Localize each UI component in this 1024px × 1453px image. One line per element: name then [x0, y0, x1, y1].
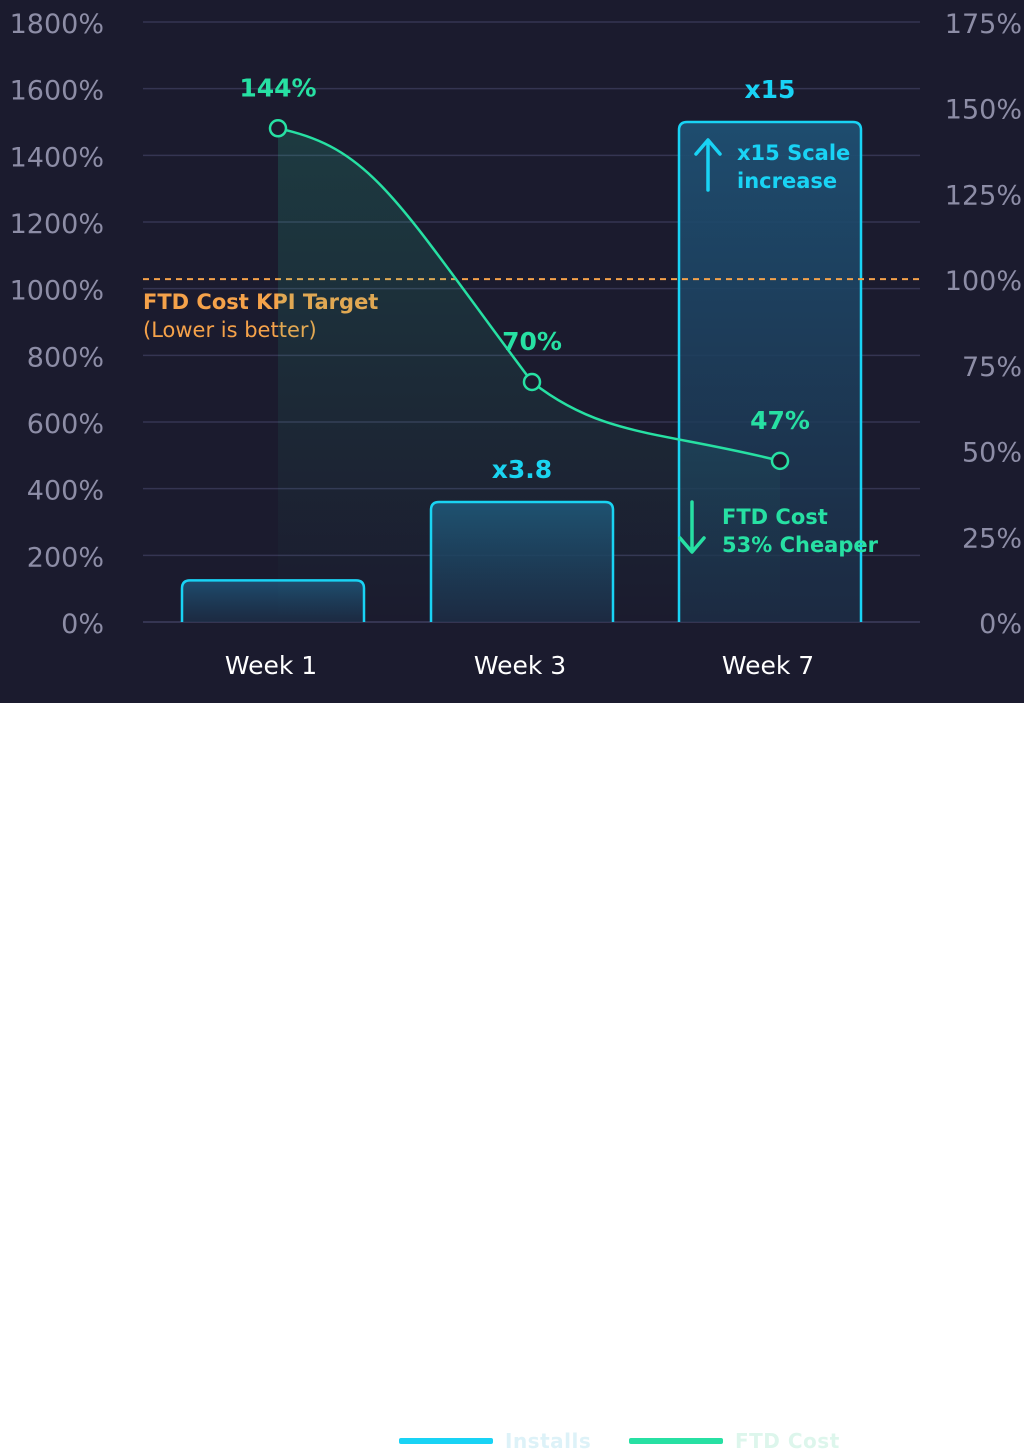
ftd-cost-point — [522, 372, 542, 392]
x-axis-category-label: Week 3 — [474, 651, 566, 680]
cost-annotation-line2: 53% Cheaper — [722, 533, 879, 557]
right-axis: 0% 25% 50% 75% 100% 125% 150% 175% — [945, 9, 1022, 640]
left-axis-tick-label: 600% — [27, 409, 104, 440]
legend-item-ftd-cost: FTD Cost — [629, 1429, 840, 1453]
x-axis: Week 1 Week 3 Week 7 — [225, 651, 814, 680]
left-axis-tick-label: 1800% — [10, 9, 104, 40]
scale-annotation-line1: x15 Scale — [737, 141, 850, 165]
x-axis-category-label: Week 1 — [225, 651, 317, 680]
gridlines — [143, 21, 920, 623]
right-axis-tick-label: 150% — [945, 95, 1022, 126]
left-axis-tick-label: 1200% — [10, 209, 104, 240]
left-axis-tick-label: 400% — [27, 476, 104, 507]
cost-annotation-line1: FTD Cost — [722, 505, 828, 529]
ftd-cost-line-path — [277, 127, 781, 463]
ftd-cost-label: 144% — [239, 73, 316, 102]
annotations: x15 Scale increase FTD Cost 53% Cheaper — [678, 138, 879, 557]
left-axis-tick-label: 800% — [27, 342, 104, 373]
right-axis-tick-label: 0% — [979, 609, 1022, 640]
right-axis-tick-label: 75% — [962, 352, 1022, 383]
left-axis: 0% 200% 400% 600% 800% 1000% 1200% 1400% 1600% 18… — [10, 9, 104, 640]
legend-swatch-installs — [399, 1438, 493, 1444]
scale-annotation-line2: increase — [737, 169, 837, 193]
left-axis-tick-label: 1400% — [10, 142, 104, 173]
combo-chart: 0% 200% 400% 600% 800% 1000% 1200% 1400% 1600% 18… — [10, 9, 1022, 680]
legend: Installs FTD Cost — [0, 703, 1024, 1453]
right-axis-tick-label: 25% — [962, 523, 1022, 554]
left-axis-tick-label: 200% — [27, 542, 104, 573]
right-axis-tick-label: 175% — [945, 9, 1022, 40]
right-axis-tick-label: 125% — [945, 180, 1022, 211]
legend-item-installs: Installs — [399, 1429, 591, 1453]
legend-swatch-ftd-cost — [629, 1438, 723, 1444]
ftd-cost-point — [770, 451, 790, 471]
ftd-cost-label: 47% — [750, 406, 810, 435]
x-axis-category-label: Week 7 — [722, 651, 814, 680]
installs-bar-label: x15 — [745, 75, 796, 104]
chart-panel: 0% 200% 400% 600% 800% 1000% 1200% 1400% 1600% 18… — [0, 0, 1024, 703]
right-axis-tick-label: 50% — [962, 438, 1022, 469]
left-axis-tick-label: 0% — [61, 609, 104, 640]
arrow-down-icon — [678, 500, 706, 554]
ftd-cost-point — [268, 119, 288, 138]
ftd-cost-label: 70% — [502, 327, 562, 356]
arrow-up-icon — [694, 138, 722, 192]
ftd-cost-area — [278, 128, 780, 623]
right-axis-tick-label: 100% — [945, 266, 1022, 297]
left-axis-tick-label: 1000% — [10, 276, 104, 307]
legend-label-installs: Installs — [505, 1429, 592, 1453]
left-axis-tick-label: 1600% — [10, 76, 104, 107]
ftd-cost-line: 144% 70% 47% — [239, 73, 810, 623]
legend-label-ftd-cost: FTD Cost — [735, 1429, 840, 1453]
